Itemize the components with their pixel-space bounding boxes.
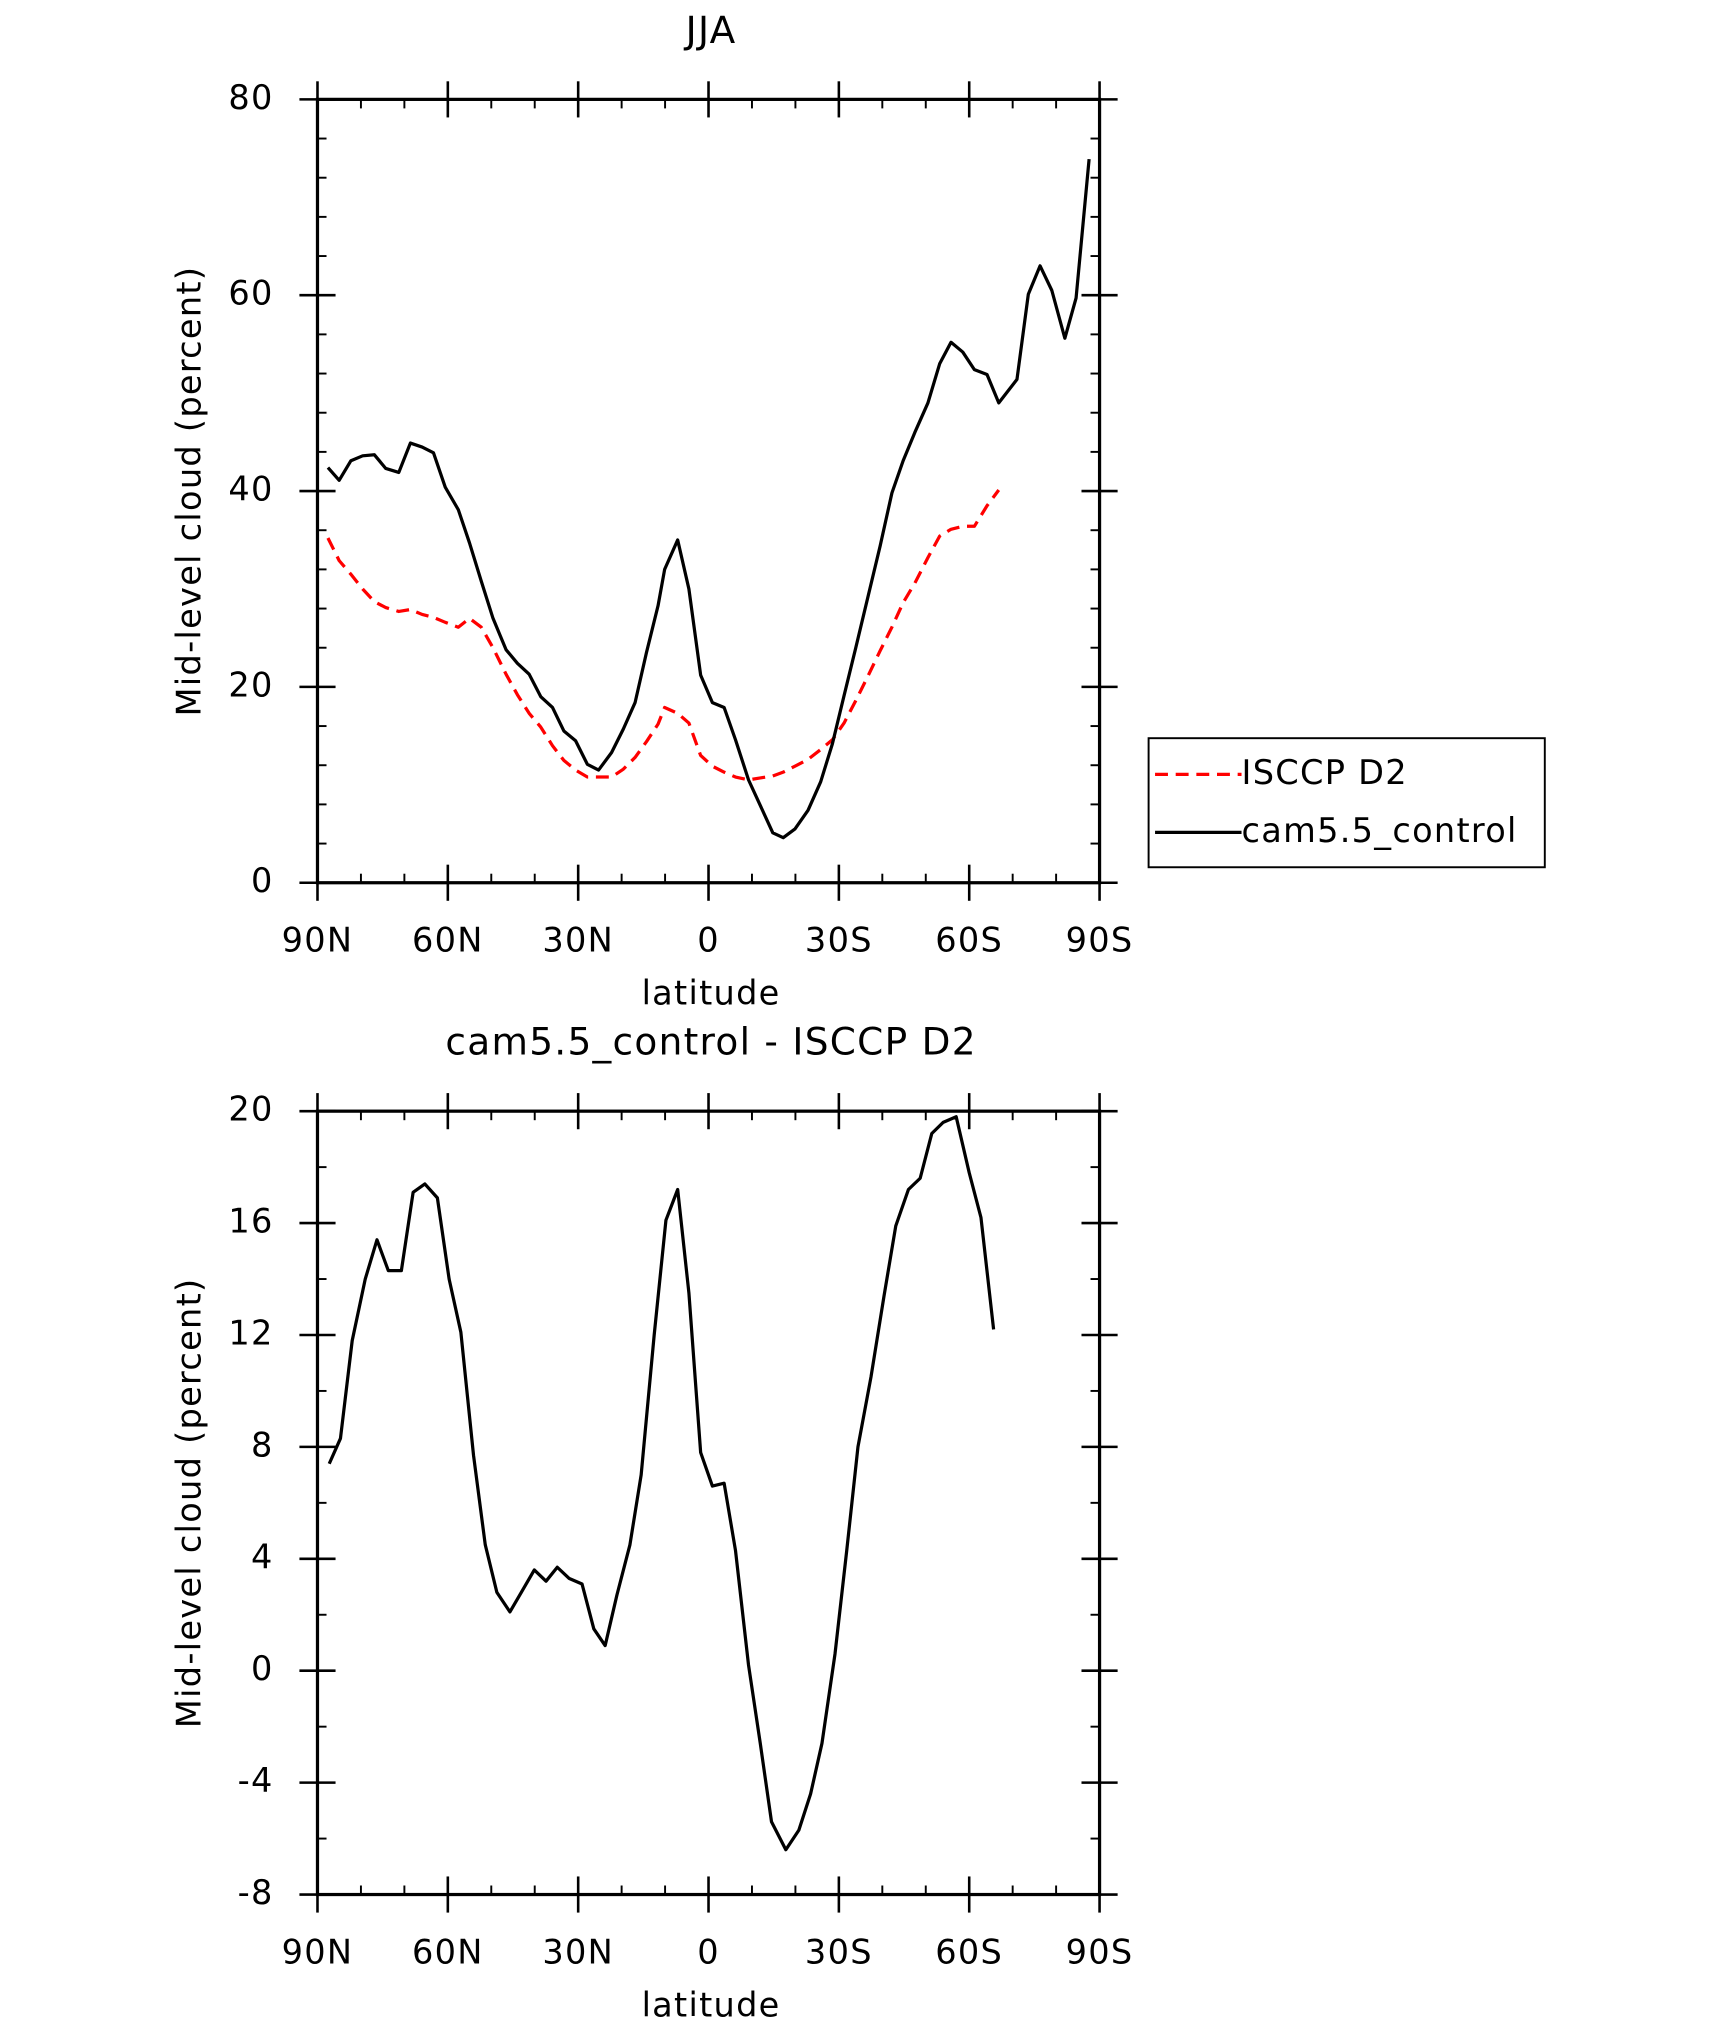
x-axis-label: latitude [642,974,781,1013]
x-tick-label: 30N [542,921,614,960]
data-line [327,1115,996,1852]
y-tick-label: 40 [228,470,273,509]
y-axis-label: Mid-level cloud (percent) [170,1278,209,1729]
y-tick-label: 80 [228,78,273,117]
x-tick-label: 90N [282,1932,354,1971]
y-tick-label: 20 [228,665,273,704]
x-tick-label: 60N [412,1932,484,1971]
x-tick-label: 60S [935,1932,1003,1971]
data-line [326,489,1001,782]
y-tick-label: -4 [238,1761,274,1800]
x-axis-label: latitude [642,1985,781,2021]
x-tick-label: 0 [697,921,720,960]
y-tick-label: 12 [228,1313,273,1352]
chart-title: JJA [684,8,737,52]
x-tick-label: 90S [1066,921,1134,960]
legend-label: ISCCP D2 [1242,753,1408,792]
y-tick-label: -8 [238,1873,274,1912]
legend-label: cam5.5_control [1242,811,1518,850]
x-tick-label: 30S [805,921,873,960]
chart-title: cam5.5_control - ISCCP D2 [445,1020,976,1064]
legend-box [1147,737,1546,869]
x-tick-label: 60S [935,921,1003,960]
y-tick-label: 0 [251,1649,274,1688]
y-tick-label: 16 [228,1202,273,1241]
x-tick-label: 30N [542,1932,614,1971]
x-tick-label: 60N [412,921,484,960]
y-tick-label: 60 [228,274,273,313]
plot: cam5.5_control - ISCCP D2 latitude Mid-lev… [170,1020,1134,2021]
y-tick-label: 8 [251,1425,274,1464]
x-tick-label: 90S [1066,1932,1134,1971]
data-line [326,158,1091,840]
y-tick-label: 20 [228,1090,273,1129]
x-tick-label: 90N [282,921,354,960]
y-tick-label: 0 [251,861,274,900]
x-tick-label: 0 [697,1932,720,1971]
x-tick-label: 30S [805,1932,873,1971]
y-tick-label: 4 [251,1537,274,1576]
plot-frame [315,1109,1102,1897]
plot-frame [315,97,1102,885]
y-axis-label: Mid-level cloud (percent) [170,266,209,717]
plot: JJA latitude Mid-level cloud (percent) 0 20 4… [170,8,1546,1013]
